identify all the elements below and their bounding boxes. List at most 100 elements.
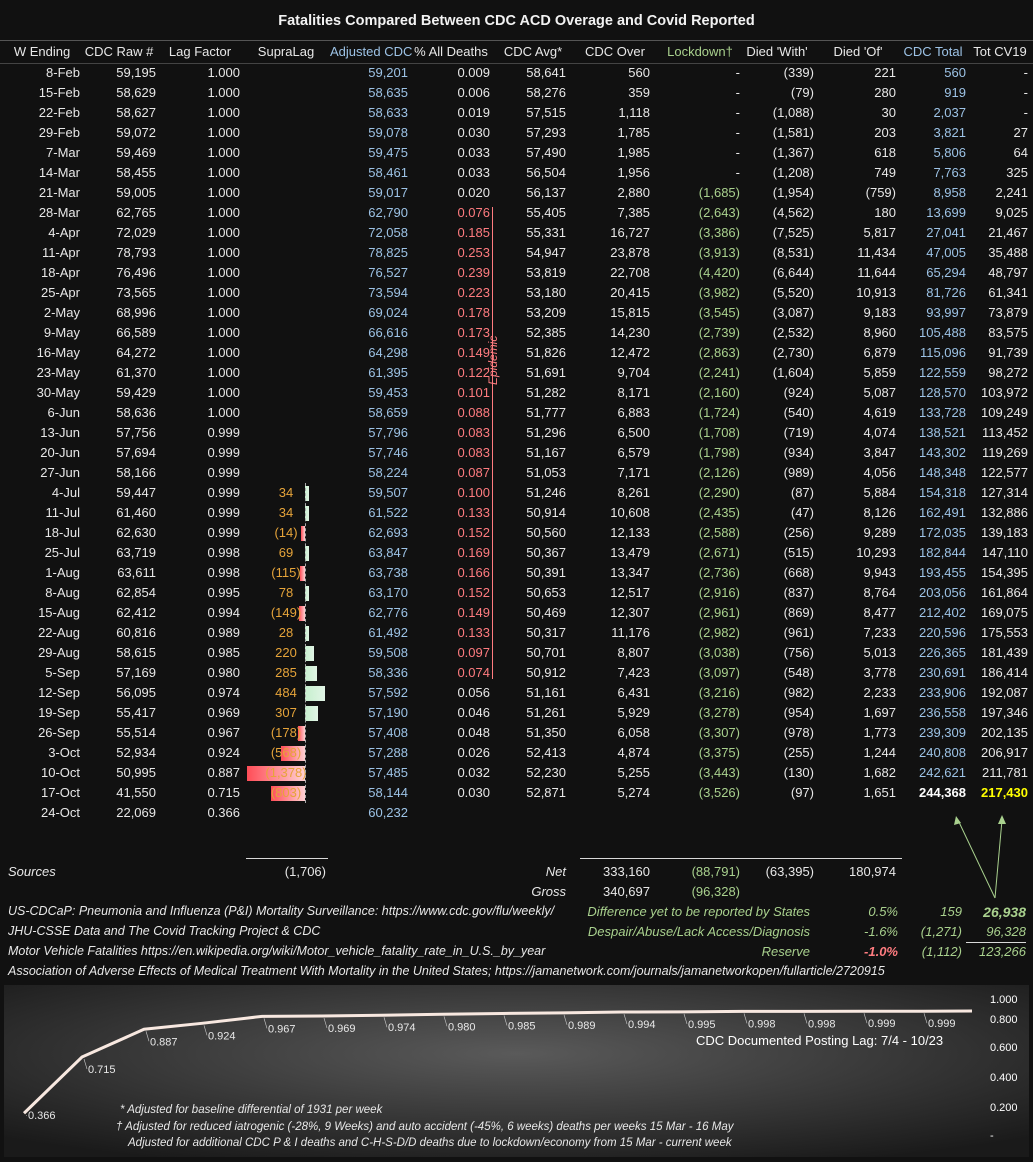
header-cdc-over: CDC Over: [585, 44, 645, 59]
cell-tot-cv19: 169,075: [981, 605, 1028, 620]
cell-lockdown: (3,443): [698, 765, 740, 780]
cell-died-with: (87): [790, 485, 814, 500]
cell-cdc-over: 6,579: [617, 445, 650, 460]
header-cdc-avg: CDC Avg*: [503, 44, 563, 59]
cell-cdc-total: 244,368: [919, 785, 966, 800]
cell-cdc-total: 162,491: [919, 505, 966, 520]
cell-cdc-over: 5,929: [617, 705, 650, 720]
point-label: 0.995: [688, 1019, 716, 1031]
gross-lockdown: (96,328): [691, 884, 740, 899]
cell-cdc-avg: 56,137: [526, 185, 566, 200]
cell-died-with: (1,088): [772, 105, 814, 120]
note-label: Despair/Abuse/Lack Access/Diagnosis: [587, 924, 810, 939]
cell-lag-factor: 1.000: [207, 385, 240, 400]
cell-week-ending: 24-Oct: [40, 805, 80, 820]
cell-cdc-raw: 61,370: [116, 365, 156, 380]
cell-week-ending: 22-Feb: [38, 105, 80, 120]
cell-died-of: 1,682: [863, 765, 896, 780]
cell-adjusted-cdc: 58,224: [368, 465, 408, 480]
cell-pct-all-deaths: 0.026: [457, 745, 490, 760]
cell-cdc-raw: 55,417: [116, 705, 156, 720]
gross-label: Gross: [531, 884, 566, 899]
cell-week-ending: 2-May: [43, 305, 80, 320]
sources-separator: [246, 858, 328, 859]
total-separator: [966, 942, 1026, 943]
cell-lag-factor: 0.967: [207, 725, 240, 740]
cell-lag-factor: 0.974: [207, 685, 240, 700]
cell-week-ending: 25-Jul: [44, 545, 80, 560]
point-label: 0.887: [150, 1036, 178, 1048]
supralag-bar: [305, 486, 309, 501]
cell-cdc-over: 13,479: [610, 545, 650, 560]
cell-cdc-avg: 51,296: [526, 425, 566, 440]
cell-cdc-total: 560: [944, 65, 966, 80]
cell-died-with: (130): [783, 765, 814, 780]
point-label: 0.969: [328, 1023, 356, 1035]
cell-cdc-over: 12,133: [610, 525, 650, 540]
cell-died-with: (954): [783, 705, 814, 720]
cell-cdc-raw: 59,469: [116, 145, 156, 160]
cell-cdc-raw: 57,756: [116, 425, 156, 440]
cell-supralag: 69: [278, 545, 294, 560]
supralag-bar: [305, 546, 309, 561]
cell-cdc-total: 27,041: [926, 225, 966, 240]
cell-died-of: 11,644: [857, 265, 896, 280]
cell-adjusted-cdc: 76,527: [368, 265, 408, 280]
cell-cdc-raw: 59,005: [116, 185, 156, 200]
supralag-bar: [301, 526, 305, 541]
cell-lockdown: (2,160): [698, 385, 740, 400]
cell-pct-all-deaths: 0.223: [457, 285, 490, 300]
cell-week-ending: 12-Sep: [38, 685, 80, 700]
cell-cdc-raw: 22,069: [116, 805, 156, 820]
cell-supralag: (149): [270, 605, 302, 620]
cell-cdc-raw: 76,496: [116, 265, 156, 280]
cell-cdc-over: 16,727: [610, 225, 650, 240]
cell-week-ending: 17-Oct: [40, 785, 80, 800]
cell-cdc-avg: 50,367: [526, 545, 566, 560]
y-tick-label: 0.400: [990, 1072, 1018, 1084]
point-leader: [743, 1013, 748, 1024]
cell-died-with: (719): [783, 425, 814, 440]
cell-lag-factor: 1.000: [207, 325, 240, 340]
cell-died-of: 8,960: [863, 325, 896, 340]
cell-adjusted-cdc: 57,746: [368, 445, 408, 460]
cell-week-ending: 6-Jun: [47, 405, 80, 420]
cell-tot-cv19: 83,575: [988, 325, 1028, 340]
cell-adjusted-cdc: 64,298: [368, 345, 408, 360]
cell-week-ending: 4-Apr: [48, 225, 80, 240]
cell-cdc-total: 154,318: [919, 485, 966, 500]
cell-adjusted-cdc: 59,453: [368, 385, 408, 400]
cell-lag-factor: 0.366: [207, 805, 240, 820]
cell-lag-factor: 0.999: [207, 445, 240, 460]
cell-died-of: 3,847: [863, 445, 896, 460]
cell-tot-cv19: 139,183: [981, 525, 1028, 540]
cell-tot-cv19: 154,395: [981, 565, 1028, 580]
cell-adjusted-cdc: 59,508: [368, 645, 408, 660]
cell-adjusted-cdc: 78,825: [368, 245, 408, 260]
cell-cdc-avg: 57,515: [526, 105, 566, 120]
cell-tot-cv19: 61,341: [988, 285, 1028, 300]
cell-tot-cv19: 103,972: [981, 385, 1028, 400]
cell-lag-factor: 1.000: [207, 65, 240, 80]
cell-died-with: (668): [783, 565, 814, 580]
cell-lag-factor: 1.000: [207, 105, 240, 120]
point-label: 0.967: [268, 1023, 296, 1035]
cell-cdc-avg: 52,871: [526, 785, 566, 800]
cell-adjusted-cdc: 57,592: [368, 685, 408, 700]
cell-lockdown: (1,798): [698, 445, 740, 460]
cell-cdc-over: 12,517: [610, 585, 650, 600]
cell-cdc-total: 233,906: [919, 685, 966, 700]
cell-adjusted-cdc: 57,408: [368, 725, 408, 740]
point-leader: [203, 1025, 208, 1036]
cell-lag-factor: 1.000: [207, 245, 240, 260]
cell-pct-all-deaths: 0.149: [457, 605, 490, 620]
cell-lag-factor: 0.999: [207, 485, 240, 500]
cell-died-of: 5,859: [863, 365, 896, 380]
note-total: 123,266: [979, 944, 1026, 959]
cell-week-ending: 29-Feb: [38, 125, 80, 140]
cell-tot-cv19: 325: [1006, 165, 1028, 180]
cell-cdc-avg: 50,912: [526, 665, 566, 680]
cell-died-of: 618: [874, 145, 896, 160]
cell-cdc-total: 47,005: [926, 245, 966, 260]
cell-week-ending: 15-Feb: [38, 85, 80, 100]
